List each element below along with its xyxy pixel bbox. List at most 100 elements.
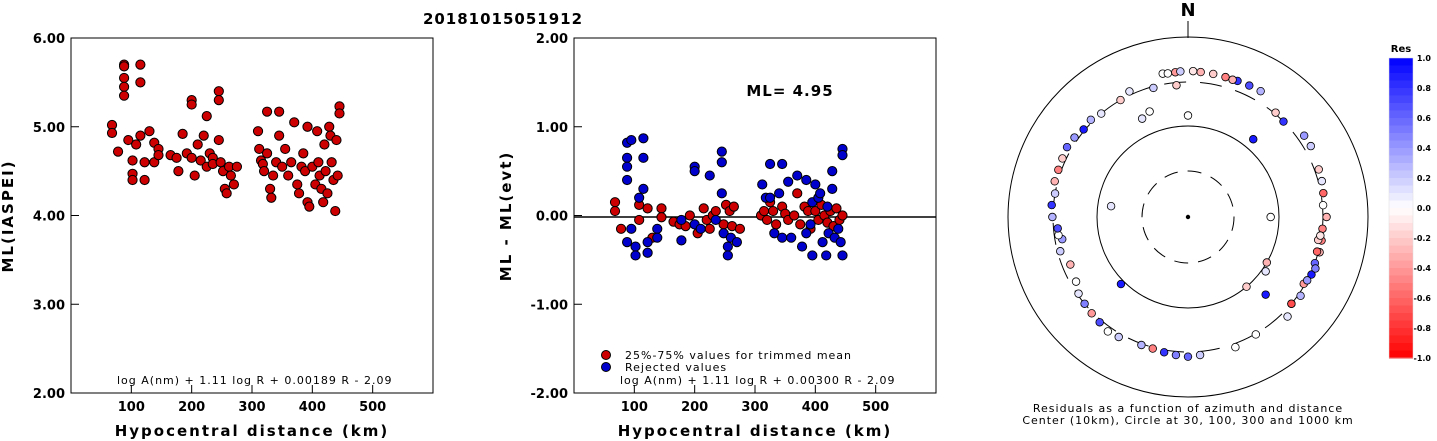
- colorbar-tick-label: 0.2: [1417, 174, 1431, 183]
- ml-residual-data-point: [833, 223, 844, 234]
- colorbar-cell: [1389, 88, 1413, 97]
- station-point: [1256, 86, 1265, 96]
- station-point: [1322, 212, 1331, 222]
- ml-residual-legend: 25%-75% values for trimmed mean Rejected…: [601, 349, 851, 374]
- ml-residual-data-point: [728, 201, 739, 212]
- station-point: [1062, 142, 1072, 152]
- ml-residual-data-point: [777, 158, 788, 170]
- ml-iaspei-data-point: [118, 81, 130, 92]
- station-point: [1050, 189, 1060, 198]
- ml-residual-data-point: [689, 166, 700, 177]
- ml-residual-data-point: [837, 250, 848, 261]
- colorbar-cell: [1389, 335, 1413, 344]
- colorbar-cell: [1389, 298, 1413, 307]
- colorbar-cell: [1389, 268, 1413, 277]
- ml-iaspei-data-point: [135, 77, 146, 88]
- ml-iaspei-y-tick-label: 5.00: [33, 121, 65, 136]
- ml-residual-data-point: [716, 188, 727, 199]
- ml-residual-data-point: [774, 188, 785, 199]
- ml-iaspei-data-point: [144, 126, 155, 137]
- colorbar-cell: [1389, 185, 1413, 194]
- station-point: [1086, 115, 1096, 125]
- station-residual-points: [1047, 66, 1331, 361]
- ml-iaspei-y-tick-label: 2.00: [33, 387, 65, 402]
- colorbar-cell: [1389, 110, 1413, 119]
- ml-iaspei-data-point: [268, 170, 279, 181]
- colorbar-tick-label: -0.2: [1414, 234, 1432, 243]
- ml-residual-data-point: [795, 219, 806, 230]
- ml-residual-data-point: [621, 174, 633, 186]
- colorbar-tick-label: 0.0: [1417, 204, 1432, 213]
- ml-iaspei-data-point: [324, 121, 335, 132]
- ml-iaspei-data-point: [186, 152, 197, 163]
- ml-residual-data-point: [652, 223, 663, 234]
- north-label: N: [1180, 0, 1195, 21]
- ml-iaspei-data-point: [254, 143, 265, 155]
- colorbar-tick-label: -0.4: [1414, 264, 1432, 273]
- legend-marker-rejected: [601, 362, 611, 372]
- ml-iaspei-data-point: [112, 146, 124, 157]
- ml-residual-data-point: [827, 166, 838, 177]
- ml-iaspei-data-point: [334, 108, 345, 119]
- ml-iaspei-data-point: [106, 127, 118, 139]
- colorbar-tick-label: 0.6: [1417, 114, 1432, 123]
- ml-iaspei-x-axis-label: Hypocentral distance (km): [115, 422, 390, 440]
- station-point: [1209, 69, 1218, 79]
- ml-residual-y-tick-label: 2.00: [536, 32, 568, 47]
- ml-iaspei-data-point: [286, 157, 297, 168]
- ml-residual-data-point: [757, 179, 768, 190]
- ml-iaspei-data-point: [293, 188, 305, 199]
- colorbar-cell: [1389, 125, 1413, 134]
- station-point: [1221, 72, 1230, 82]
- ml-residual-x-tick-label: 300: [741, 400, 768, 415]
- ml-iaspei-data-point: [258, 166, 270, 177]
- circle-1000km: [1007, 36, 1369, 398]
- ml-iaspei-data-point: [221, 188, 232, 199]
- ml-iaspei-data-point: [261, 106, 273, 117]
- colorbar-outline: [1388, 57, 1414, 359]
- station-point: [1231, 343, 1240, 352]
- station-point: [1266, 212, 1275, 222]
- station-point: [1261, 267, 1270, 276]
- ml-residual-data-point: [835, 237, 846, 248]
- ml-iaspei-data-point: [118, 90, 130, 101]
- ml-residual-data-point: [626, 134, 637, 146]
- ml-iaspei-data-point: [313, 157, 324, 168]
- station-point: [1080, 299, 1089, 308]
- station-point: [1195, 350, 1205, 360]
- ml-residual-data-point: [769, 228, 780, 239]
- ml-residual-data-point: [837, 210, 848, 221]
- colorbar-cell: [1389, 343, 1413, 352]
- ml-iaspei-data-point: [274, 130, 285, 141]
- ml-iaspei-data-point: [127, 155, 138, 166]
- colorbar-tick-label: -0.8: [1414, 324, 1432, 333]
- station-point: [1316, 231, 1325, 240]
- ml-residual-data-point: [638, 133, 649, 144]
- station-point: [1058, 154, 1067, 163]
- ml-iaspei-data-point: [298, 148, 309, 159]
- station-point: [1196, 67, 1205, 77]
- colorbar-cell: [1389, 193, 1413, 202]
- ml-residual-data-point: [801, 228, 812, 239]
- station-point: [1271, 108, 1280, 117]
- ml-iaspei-data-point: [326, 157, 337, 168]
- ml-iaspei-data-point: [289, 117, 300, 128]
- ml-iaspei-data-point: [139, 157, 150, 168]
- ml-residual-data-point: [722, 241, 733, 252]
- ml-residual-y-ticks: -2.00 -1.00 0.00 1.00 2.00: [531, 32, 582, 402]
- ml-iaspei-data-point: [304, 201, 315, 212]
- station-point: [1071, 277, 1081, 286]
- station-point: [1047, 200, 1056, 210]
- ml-residual-data-point: [634, 192, 645, 203]
- station-point: [1311, 264, 1320, 273]
- ml-iaspei-data-point: [186, 99, 197, 110]
- ml-residual-data-point: [621, 237, 633, 248]
- colorbar-cell: [1389, 95, 1413, 104]
- ml-iaspei-data-point: [173, 166, 184, 177]
- ml-residual-x-tick-label: 100: [621, 400, 648, 415]
- ml-iaspei-x-ticks: 100 200 300 400 500: [118, 385, 386, 415]
- station-point: [1116, 279, 1126, 289]
- ml-residual-x-axis-label: Hypocentral distance (km): [618, 422, 893, 440]
- station-point: [1114, 332, 1123, 342]
- ml-residual-data-point: [638, 152, 649, 163]
